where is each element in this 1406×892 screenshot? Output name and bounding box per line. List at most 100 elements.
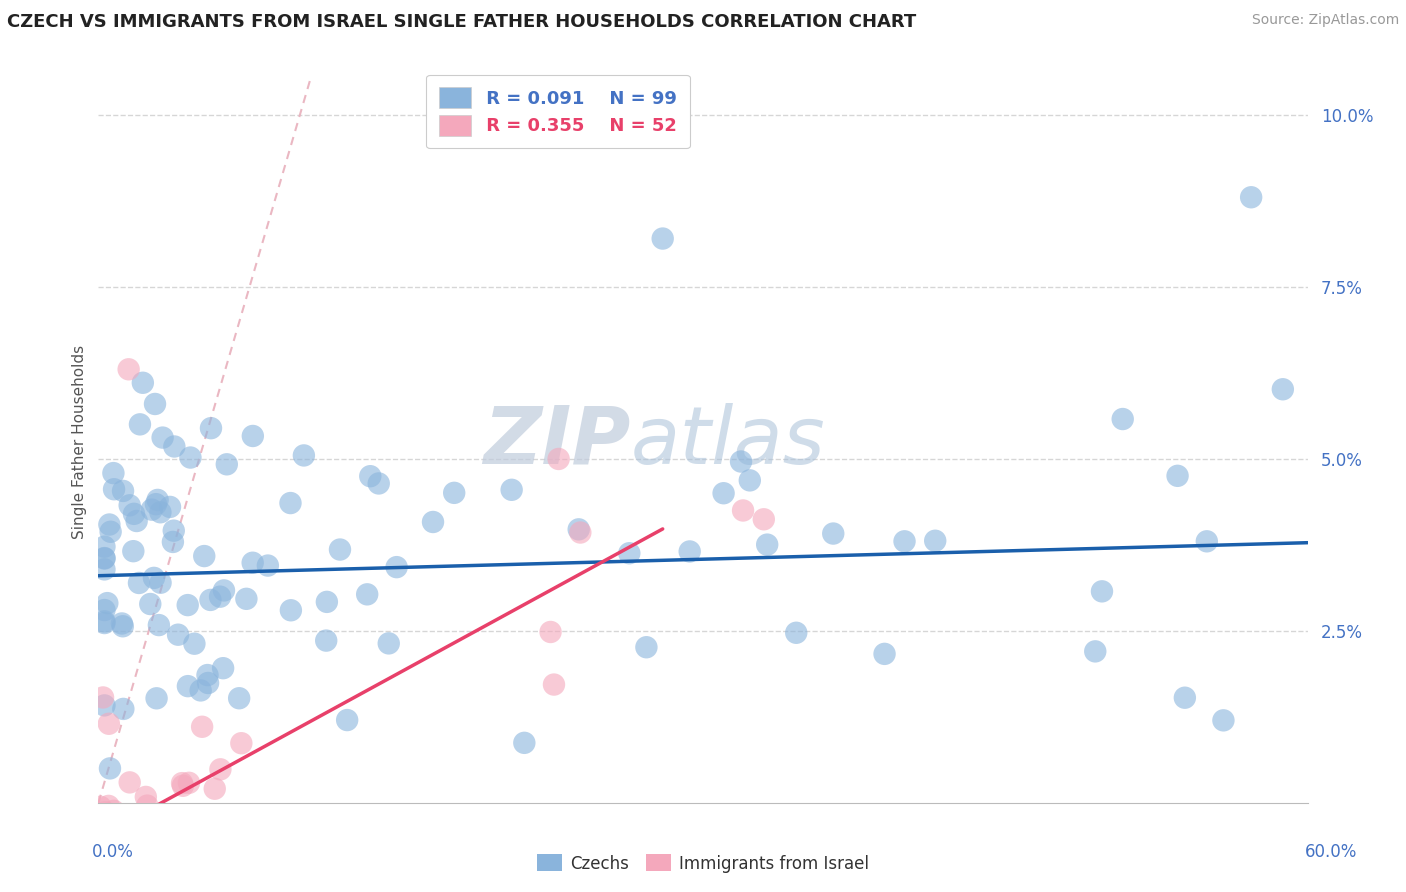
Point	[118, 498, 141, 512]
Point	[103, 822, 125, 837]
Point	[731, 503, 754, 517]
Point	[96, 812, 118, 826]
Point	[118, 775, 141, 789]
Point	[163, 440, 186, 454]
Legend:  R = 0.091    N = 99,  R = 0.355    N = 52: R = 0.091 N = 99, R = 0.355 N = 52	[426, 75, 690, 148]
Point	[103, 837, 125, 851]
Point	[202, 870, 225, 884]
Point	[143, 397, 166, 411]
Point	[93, 615, 115, 629]
Point	[89, 799, 111, 814]
Point	[197, 668, 219, 682]
Point	[1271, 382, 1294, 396]
Point	[163, 524, 186, 538]
Point	[200, 593, 222, 607]
Point	[104, 848, 127, 863]
Point	[125, 514, 148, 528]
Point	[98, 807, 121, 822]
Point	[152, 431, 174, 445]
Point	[179, 450, 201, 465]
Point	[359, 469, 381, 483]
Point	[651, 231, 673, 245]
Point	[93, 562, 115, 576]
Legend: Czechs, Immigrants from Israel: Czechs, Immigrants from Israel	[530, 847, 876, 880]
Point	[97, 798, 120, 813]
Point	[118, 362, 141, 376]
Point	[89, 874, 111, 888]
Point	[200, 421, 222, 435]
Point	[540, 624, 562, 639]
Point	[315, 595, 337, 609]
Point	[97, 828, 120, 842]
Point	[228, 691, 250, 706]
Text: 0.0%: 0.0%	[91, 843, 134, 861]
Point	[193, 549, 215, 563]
Point	[100, 524, 122, 539]
Point	[190, 683, 212, 698]
Point	[183, 637, 205, 651]
Point	[122, 833, 145, 847]
Point	[367, 476, 389, 491]
Point	[93, 812, 115, 826]
Text: Source: ZipAtlas.com: Source: ZipAtlas.com	[1251, 13, 1399, 28]
Point	[91, 808, 114, 822]
Point	[114, 818, 136, 832]
Point	[636, 640, 658, 655]
Text: 60.0%: 60.0%	[1305, 843, 1357, 861]
Point	[162, 535, 184, 549]
Point	[122, 544, 145, 558]
Point	[235, 591, 257, 606]
Point	[93, 615, 115, 630]
Point	[143, 571, 166, 585]
Point	[385, 560, 408, 574]
Point	[122, 507, 145, 521]
Point	[132, 376, 155, 390]
Point	[209, 590, 232, 604]
Point	[315, 633, 337, 648]
Point	[93, 698, 115, 713]
Point	[280, 496, 302, 510]
Point	[212, 583, 235, 598]
Point	[124, 841, 146, 855]
Point	[756, 538, 779, 552]
Point	[97, 716, 120, 731]
Point	[1167, 468, 1189, 483]
Point	[738, 474, 761, 488]
Point	[1240, 190, 1263, 204]
Point	[112, 702, 135, 716]
Point	[212, 661, 235, 675]
Point	[568, 522, 591, 536]
Text: ZIP: ZIP	[484, 402, 630, 481]
Point	[96, 596, 118, 610]
Point	[103, 804, 125, 818]
Point	[1112, 412, 1135, 426]
Point	[141, 502, 163, 516]
Point	[292, 449, 315, 463]
Point	[120, 859, 142, 873]
Point	[242, 429, 264, 443]
Point	[730, 454, 752, 468]
Point	[547, 452, 569, 467]
Point	[103, 466, 125, 480]
Point	[148, 874, 170, 888]
Point	[91, 690, 114, 705]
Point	[148, 618, 170, 632]
Point	[97, 823, 120, 838]
Point	[167, 628, 190, 642]
Point	[280, 603, 302, 617]
Point	[1195, 534, 1218, 549]
Point	[231, 736, 253, 750]
Point	[1084, 644, 1107, 658]
Point	[149, 575, 172, 590]
Point	[785, 625, 807, 640]
Point	[204, 781, 226, 796]
Point	[139, 597, 162, 611]
Point	[98, 761, 121, 775]
Point	[177, 679, 200, 693]
Point	[100, 855, 122, 869]
Point	[422, 515, 444, 529]
Point	[257, 558, 280, 573]
Point	[713, 486, 735, 500]
Point	[98, 517, 121, 532]
Point	[98, 810, 121, 824]
